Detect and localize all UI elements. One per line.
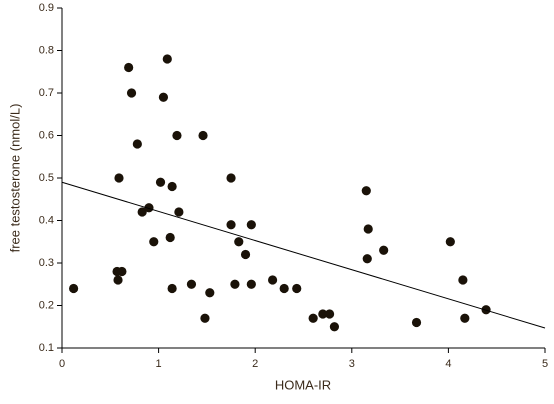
point xyxy=(158,92,169,102)
point xyxy=(267,275,278,285)
point xyxy=(68,283,79,294)
point xyxy=(361,186,371,196)
point xyxy=(117,266,127,277)
point xyxy=(113,275,123,285)
point xyxy=(186,279,197,289)
point xyxy=(234,237,244,247)
point xyxy=(132,139,142,149)
point xyxy=(165,232,175,243)
y-tick-label: 0.7 xyxy=(39,87,54,99)
y-tick-label: 0.4 xyxy=(39,214,54,226)
point xyxy=(155,177,166,187)
x-tick-label: 3 xyxy=(349,358,355,370)
y-tick-label: 0.3 xyxy=(39,257,54,269)
y-tick-label: 0.5 xyxy=(39,172,54,184)
y-tick-label: 0.6 xyxy=(39,129,54,141)
y-tick-label: 0.2 xyxy=(39,299,54,311)
point xyxy=(329,322,340,332)
point xyxy=(318,309,328,319)
point xyxy=(279,283,289,294)
y-tick-label: 0.9 xyxy=(39,2,54,14)
point xyxy=(246,279,256,289)
point xyxy=(363,224,373,234)
point xyxy=(445,237,455,247)
point xyxy=(460,313,470,323)
y-axis-label: free testosterone (nmol/L) xyxy=(7,104,22,253)
point xyxy=(324,309,335,319)
point xyxy=(230,279,240,289)
point xyxy=(308,313,318,323)
point xyxy=(411,317,422,328)
point xyxy=(379,245,389,255)
point xyxy=(172,130,182,141)
point xyxy=(137,207,147,217)
point xyxy=(458,275,468,285)
point xyxy=(226,220,236,230)
point xyxy=(167,181,177,192)
point xyxy=(126,88,137,98)
point xyxy=(144,203,154,213)
point xyxy=(114,173,124,183)
point xyxy=(124,62,134,73)
point xyxy=(240,249,251,260)
point xyxy=(246,220,256,230)
x-tick-label: 5 xyxy=(542,358,548,370)
x-tick-label: 0 xyxy=(59,358,65,370)
x-tick-label: 2 xyxy=(252,358,258,370)
point xyxy=(362,254,372,264)
point xyxy=(226,173,236,183)
y-tick-label: 0.8 xyxy=(39,44,54,56)
point xyxy=(200,313,210,323)
regression-line xyxy=(61,181,546,329)
point xyxy=(149,237,159,247)
point xyxy=(292,283,302,294)
y-tick-label: 0.1 xyxy=(39,342,54,354)
point xyxy=(167,283,177,294)
point xyxy=(174,207,184,217)
x-tick-label: 4 xyxy=(445,358,451,370)
point xyxy=(205,288,215,298)
x-tick-label: 1 xyxy=(156,358,162,370)
point xyxy=(162,54,172,64)
point xyxy=(198,130,208,141)
x-axis-label: HOMA-IR xyxy=(275,377,331,392)
